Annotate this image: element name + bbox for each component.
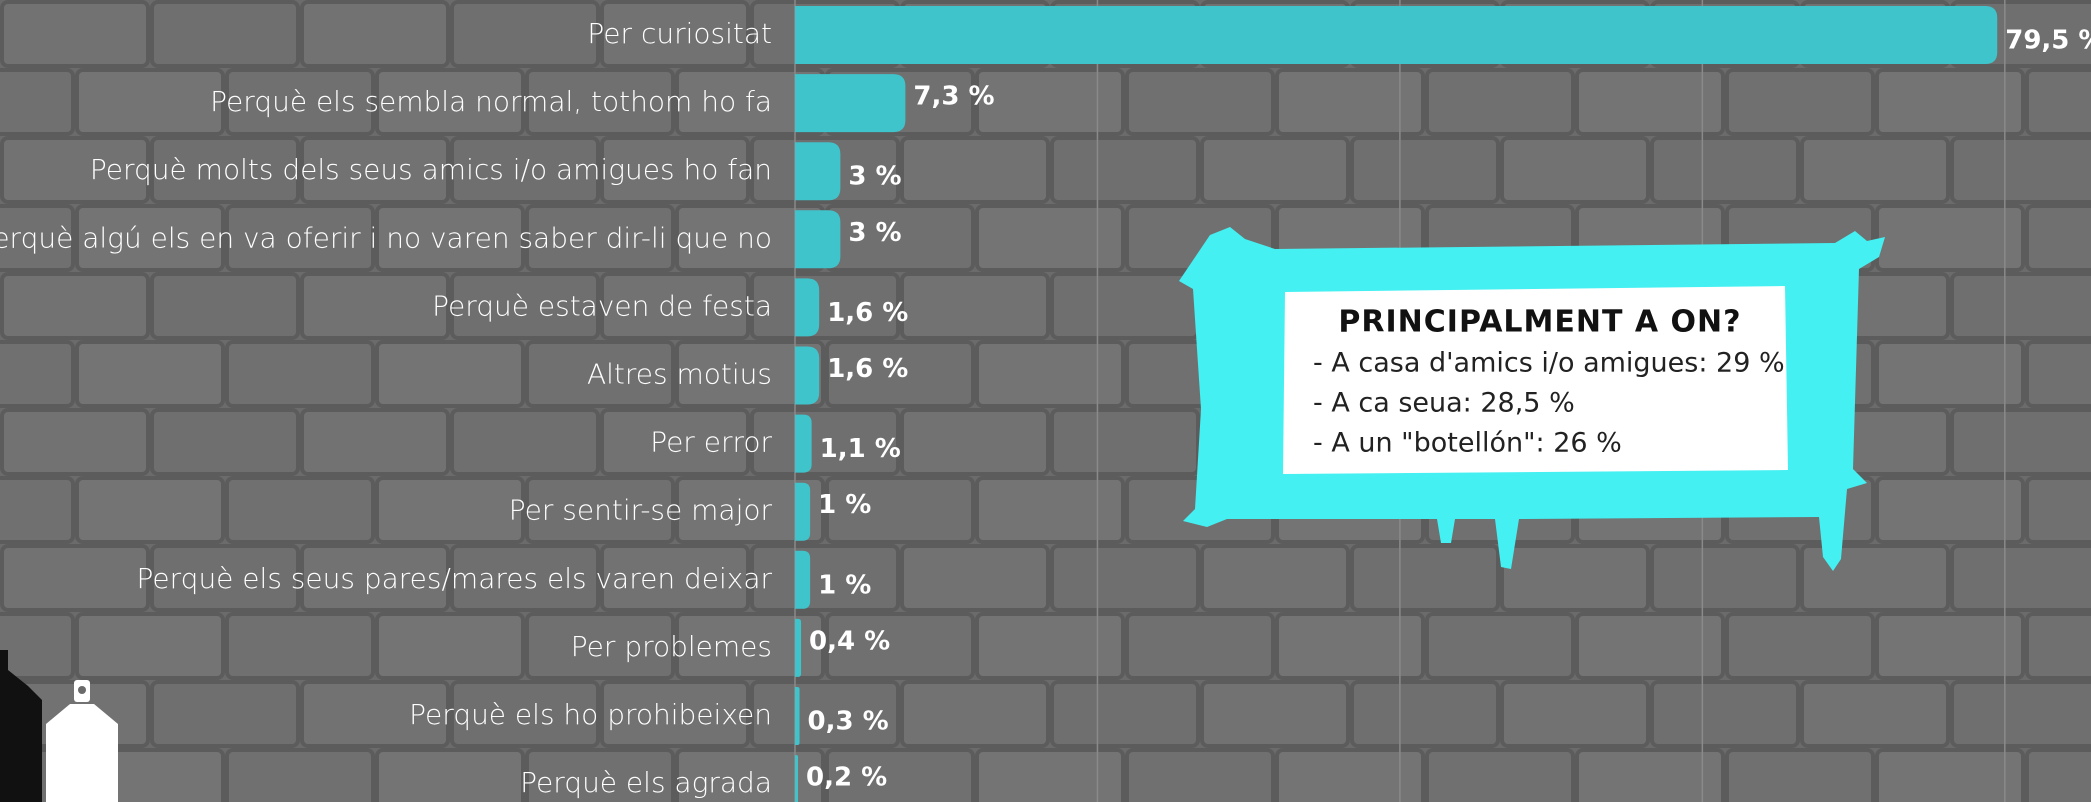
value-label: 1 % [818,490,871,520]
value-label: 7,3 % [913,82,994,112]
bar [795,74,906,133]
annotation-line: - A un "botellón": 26 % [1313,428,1622,459]
category-label: Altres motius [587,358,772,391]
bar [795,346,820,405]
bar [795,142,841,201]
bars [795,6,1998,802]
value-label: 1,6 % [827,298,908,328]
category-label: Per curiositat [587,17,772,50]
category-label: Perquè algú els en va oferir i no varen … [0,221,772,254]
value-label: 1 % [818,570,871,600]
bar [795,278,820,337]
bar [795,482,811,541]
bar [795,687,800,745]
bar [795,755,799,802]
spray-can-black [0,650,42,802]
category-label: Per problemes [571,630,772,663]
category-label: Perquè els ho prohibeixen [409,698,772,731]
category-label: Per error [650,426,772,459]
category-label: Perquè molts dels seus amics i/o amigues… [90,153,772,186]
annotation-line: - A ca seua: 28,5 % [1313,388,1575,419]
spray-cans [0,650,118,802]
value-label: 1,6 % [827,354,908,384]
value-label: 79,5 % [2005,26,2091,56]
category-label: Perquè els agrada [520,766,772,799]
annotation-line: - A casa d'amics i/o amigues: 29 % [1313,348,1785,379]
bar [795,618,802,677]
value-label: 3 % [848,162,901,192]
value-label: 3 % [848,218,901,248]
value-label: 0,3 % [808,707,889,737]
spray-can-white [46,704,118,802]
category-label: Perquè els sembla normal, tothom ho fa [210,85,772,118]
annotation: PRINCIPALMENT A ON? - A casa d'amics i/o… [1179,227,1885,571]
bar [795,414,812,473]
category-label: Perquè estaven de festa [432,289,772,322]
value-label: 0,4 % [809,626,890,656]
value-label: 0,2 % [806,763,887,793]
bar [795,550,811,609]
annotation-box [1283,286,1788,474]
category-label: Per sentir-se major [509,494,773,527]
annotation-title: PRINCIPALMENT A ON? [1338,305,1741,340]
spray-dot [78,686,86,694]
bar [795,6,1998,64]
value-label: 1,1 % [820,434,901,464]
bar [795,210,841,269]
category-label: Perquè els seus pares/mares els varen de… [137,562,773,595]
